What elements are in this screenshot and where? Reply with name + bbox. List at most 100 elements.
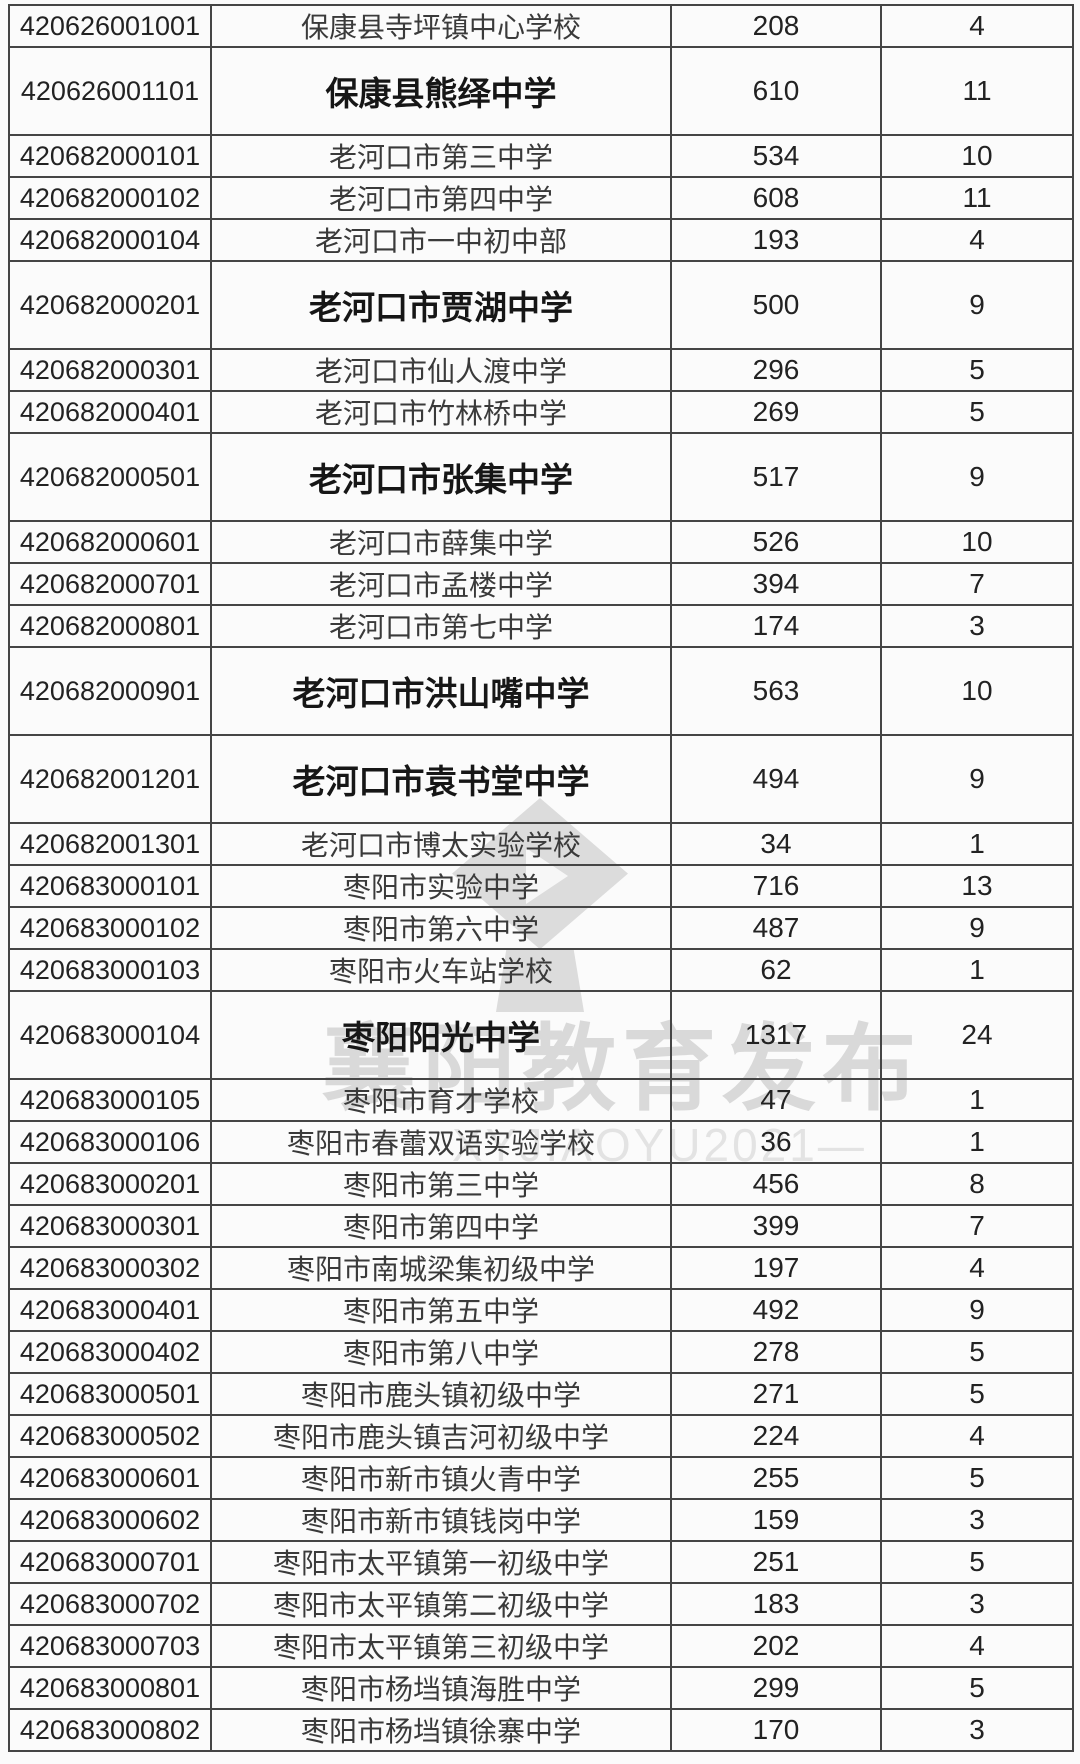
row-code: 420683000106 [8, 1120, 212, 1164]
row-value-1: 159 [670, 1498, 882, 1542]
row-value-2: 5 [880, 1456, 1074, 1500]
row-code: 420683000104 [8, 990, 212, 1080]
row-value-1: 399 [670, 1204, 882, 1248]
row-school-name: 枣阳市第五中学 [210, 1288, 672, 1332]
row-value-2: 3 [880, 1582, 1074, 1626]
row-code: 420682001201 [8, 734, 212, 824]
row-code: 420682000101 [8, 134, 212, 178]
row-school-name: 枣阳市太平镇第三初级中学 [210, 1624, 672, 1668]
row-value-2: 10 [880, 646, 1074, 736]
row-value-2: 4 [880, 218, 1074, 262]
table-row: 420683000602 枣阳市新市镇钱岗中学 159 3 [8, 1498, 1074, 1542]
row-value-1: 610 [670, 46, 882, 136]
row-code: 420683000402 [8, 1330, 212, 1374]
row-value-2: 11 [880, 46, 1074, 136]
row-school-name: 老河口市第七中学 [210, 604, 672, 648]
row-value-2: 1 [880, 948, 1074, 992]
table-row: 420682001301 老河口市博太实验学校 34 1 [8, 822, 1074, 866]
table-row: 420682000201 老河口市贾湖中学 500 9 [8, 260, 1074, 350]
row-value-1: 174 [670, 604, 882, 648]
row-code: 420683000502 [8, 1414, 212, 1458]
table-row: 420683000702 枣阳市太平镇第二初级中学 183 3 [8, 1582, 1074, 1626]
table-row: 420683000102 枣阳市第六中学 487 9 [8, 906, 1074, 950]
row-school-name: 枣阳市太平镇第一初级中学 [210, 1540, 672, 1584]
table-row: 420683000301 枣阳市第四中学 399 7 [8, 1204, 1074, 1248]
table-row: 420683000402 枣阳市第八中学 278 5 [8, 1330, 1074, 1374]
row-school-name: 枣阳市南城梁集初级中学 [210, 1246, 672, 1290]
table-row: 420683000601 枣阳市新市镇火青中学 255 5 [8, 1456, 1074, 1500]
table-row: 420683000101 枣阳市实验中学 716 13 [8, 864, 1074, 908]
row-code: 420683000703 [8, 1624, 212, 1668]
row-school-name: 枣阳市鹿头镇吉河初级中学 [210, 1414, 672, 1458]
row-school-name: 枣阳市火车站学校 [210, 948, 672, 992]
row-value-1: 62 [670, 948, 882, 992]
row-value-2: 1 [880, 822, 1074, 866]
row-school-name: 老河口市博太实验学校 [210, 822, 672, 866]
row-value-1: 487 [670, 906, 882, 950]
table-row: 420683000801 枣阳市杨垱镇海胜中学 299 5 [8, 1666, 1074, 1710]
row-value-1: 299 [670, 1666, 882, 1710]
row-code: 420683000601 [8, 1456, 212, 1500]
row-code: 420682000901 [8, 646, 212, 736]
row-value-2: 1 [880, 1078, 1074, 1122]
row-school-name: 老河口市贾湖中学 [210, 260, 672, 350]
table-row: 420683000703 枣阳市太平镇第三初级中学 202 4 [8, 1624, 1074, 1668]
row-code: 420683000302 [8, 1246, 212, 1290]
table-row: 420682000401 老河口市竹林桥中学 269 5 [8, 390, 1074, 434]
row-code: 420682000104 [8, 218, 212, 262]
row-school-name: 枣阳市杨垱镇海胜中学 [210, 1666, 672, 1710]
row-school-name: 枣阳市育才学校 [210, 1078, 672, 1122]
row-code: 420683000201 [8, 1162, 212, 1206]
row-school-name: 枣阳市新市镇火青中学 [210, 1456, 672, 1500]
table-row: 420682000301 老河口市仙人渡中学 296 5 [8, 348, 1074, 392]
table-row: 420683000501 枣阳市鹿头镇初级中学 271 5 [8, 1372, 1074, 1416]
row-value-2: 10 [880, 134, 1074, 178]
row-school-name: 枣阳阳光中学 [210, 990, 672, 1080]
row-code: 420683000501 [8, 1372, 212, 1416]
row-value-2: 7 [880, 562, 1074, 606]
school-table-body: 420626001001 保康县寺坪镇中心学校 208 4 420626001101 保康… [8, 4, 1074, 1752]
table-row: 420682000501 老河口市张集中学 517 9 [8, 432, 1074, 522]
row-value-2: 8 [880, 1162, 1074, 1206]
row-value-1: 251 [670, 1540, 882, 1584]
row-school-name: 枣阳市杨垱镇徐寨中学 [210, 1708, 672, 1752]
row-value-1: 534 [670, 134, 882, 178]
row-value-2: 9 [880, 734, 1074, 824]
row-school-name: 老河口市第四中学 [210, 176, 672, 220]
row-code: 420682001301 [8, 822, 212, 866]
table-row: 420683000401 枣阳市第五中学 492 9 [8, 1288, 1074, 1332]
row-code: 420683000101 [8, 864, 212, 908]
school-table: 420626001001 保康县寺坪镇中心学校 208 4 420626001101 保康… [8, 4, 1074, 1752]
row-value-1: 296 [670, 348, 882, 392]
row-school-name: 枣阳市新市镇钱岗中学 [210, 1498, 672, 1542]
row-value-2: 4 [880, 1246, 1074, 1290]
row-value-1: 255 [670, 1456, 882, 1500]
row-code: 420682000601 [8, 520, 212, 564]
row-value-2: 7 [880, 1204, 1074, 1248]
row-code: 420683000401 [8, 1288, 212, 1332]
row-value-2: 5 [880, 348, 1074, 392]
table-row: 420683000302 枣阳市南城梁集初级中学 197 4 [8, 1246, 1074, 1290]
table-row: 420682000104 老河口市一中初中部 193 4 [8, 218, 1074, 262]
row-value-2: 5 [880, 1330, 1074, 1374]
row-value-1: 500 [670, 260, 882, 350]
table-row: 420683000104 枣阳阳光中学 1317 24 [8, 990, 1074, 1080]
table-row: 420682000101 老河口市第三中学 534 10 [8, 134, 1074, 178]
table-row: 420682001201 老河口市袁书堂中学 494 9 [8, 734, 1074, 824]
row-value-1: 608 [670, 176, 882, 220]
row-code: 420682000401 [8, 390, 212, 434]
row-value-2: 9 [880, 260, 1074, 350]
row-value-2: 3 [880, 1498, 1074, 1542]
row-code: 420682000701 [8, 562, 212, 606]
table-row: 420626001001 保康县寺坪镇中心学校 208 4 [8, 4, 1074, 48]
row-code: 420683000105 [8, 1078, 212, 1122]
row-code: 420682000102 [8, 176, 212, 220]
row-school-name: 枣阳市太平镇第二初级中学 [210, 1582, 672, 1626]
row-code: 420682000501 [8, 432, 212, 522]
row-value-1: 517 [670, 432, 882, 522]
table-row: 420682000601 老河口市薛集中学 526 10 [8, 520, 1074, 564]
row-value-2: 3 [880, 1708, 1074, 1752]
row-value-1: 34 [670, 822, 882, 866]
table-row: 420683000103 枣阳市火车站学校 62 1 [8, 948, 1074, 992]
